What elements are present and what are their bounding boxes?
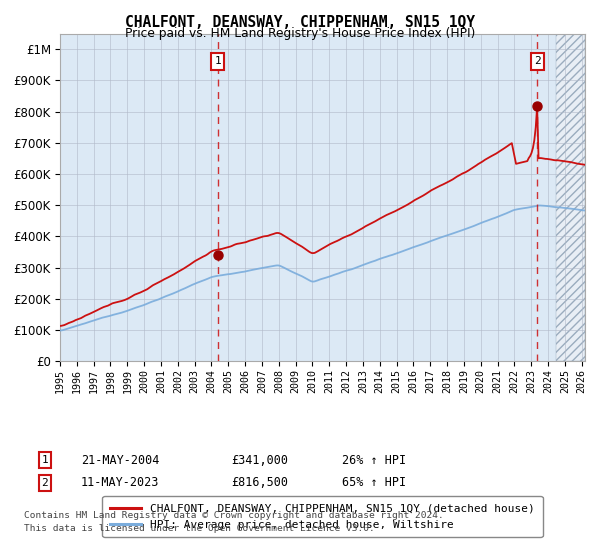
Text: CHALFONT, DEANSWAY, CHIPPENHAM, SN15 1QY: CHALFONT, DEANSWAY, CHIPPENHAM, SN15 1QY: [125, 15, 475, 30]
Text: This data is licensed under the Open Government Licence v3.0.: This data is licensed under the Open Gov…: [24, 524, 375, 533]
Text: Price paid vs. HM Land Registry's House Price Index (HPI): Price paid vs. HM Land Registry's House …: [125, 27, 475, 40]
Bar: [556, 34, 585, 361]
Legend: CHALFONT, DEANSWAY, CHIPPENHAM, SN15 1QY (detached house), HPI: Average price, d: CHALFONT, DEANSWAY, CHIPPENHAM, SN15 1QY…: [103, 496, 542, 538]
Text: Contains HM Land Registry data © Crown copyright and database right 2024.: Contains HM Land Registry data © Crown c…: [24, 511, 444, 520]
Text: 1: 1: [214, 57, 221, 67]
Text: 2: 2: [41, 478, 49, 488]
Text: 26% ↑ HPI: 26% ↑ HPI: [342, 454, 406, 467]
Text: 2: 2: [534, 57, 541, 67]
Text: 65% ↑ HPI: 65% ↑ HPI: [342, 476, 406, 489]
Text: £816,500: £816,500: [231, 476, 288, 489]
Text: 21-MAY-2004: 21-MAY-2004: [81, 454, 160, 467]
Text: £341,000: £341,000: [231, 454, 288, 467]
Text: 11-MAY-2023: 11-MAY-2023: [81, 476, 160, 489]
Text: 1: 1: [41, 455, 49, 465]
